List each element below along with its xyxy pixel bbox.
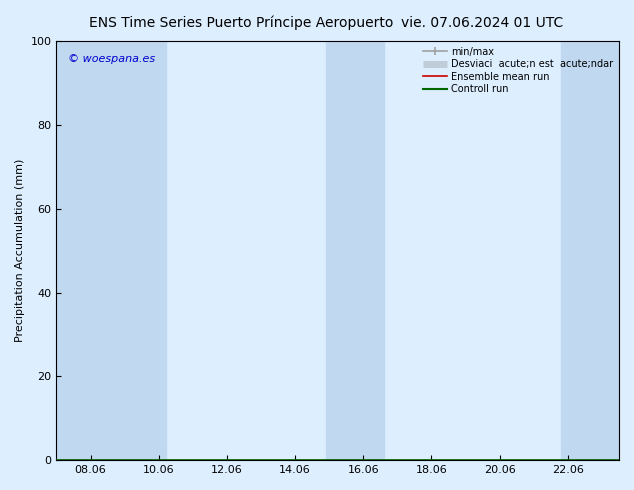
Text: © woespana.es: © woespana.es	[68, 53, 155, 64]
Y-axis label: Precipitation Accumulation (mm): Precipitation Accumulation (mm)	[15, 159, 25, 343]
Bar	[561, 41, 619, 460]
Bar	[56, 41, 165, 460]
Legend: min/max, Desviaci  acute;n est  acute;ndar, Ensemble mean run, Controll run: min/max, Desviaci acute;n est acute;ndar…	[420, 44, 616, 97]
Text: ENS Time Series Puerto Príncipe Aeropuerto: ENS Time Series Puerto Príncipe Aeropuer…	[89, 16, 393, 30]
Text: vie. 07.06.2024 01 UTC: vie. 07.06.2024 01 UTC	[401, 16, 563, 30]
Bar	[326, 41, 384, 460]
Title: ENS Time Series Puerto Príncipe Aeropuerto      vie. 07.06.2024 01 UTC: ENS Time Series Puerto Príncipe Aeropuer…	[0, 489, 1, 490]
